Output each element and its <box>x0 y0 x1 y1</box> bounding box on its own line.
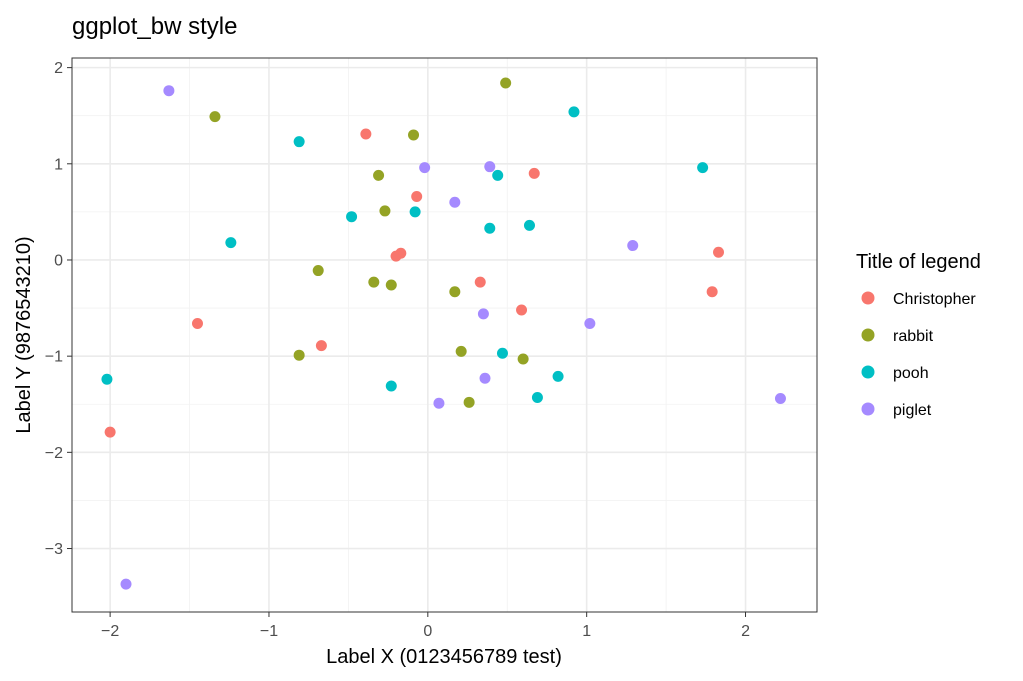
point-pooh <box>293 136 305 148</box>
y-tick-label: −1 <box>45 349 63 366</box>
point-pooh <box>552 370 564 382</box>
point-christopher <box>360 128 372 140</box>
panel-border <box>71 57 818 613</box>
y-axis-title: Label Y (9876543210) <box>13 236 35 433</box>
data-points <box>101 77 786 590</box>
point-rabbit <box>293 349 305 361</box>
point-piglet <box>484 161 496 173</box>
point-piglet <box>163 85 175 97</box>
legend-label-christopher: Christopher <box>893 291 976 308</box>
panel-background <box>72 58 817 612</box>
x-tick-label: −2 <box>101 623 119 640</box>
point-piglet <box>477 308 489 320</box>
point-pooh <box>697 162 709 174</box>
point-rabbit <box>312 265 324 277</box>
legend-key-rabbit <box>861 328 875 342</box>
x-tick-label: −1 <box>260 623 278 640</box>
grid <box>72 58 817 612</box>
point-piglet <box>120 578 132 590</box>
point-piglet <box>584 317 596 329</box>
x-tick-label: 2 <box>741 623 750 640</box>
point-christopher <box>713 246 725 258</box>
point-pooh <box>346 211 358 223</box>
point-christopher <box>516 304 528 316</box>
point-christopher <box>191 317 203 329</box>
x-tick-label: 1 <box>582 623 591 640</box>
point-piglet <box>479 372 491 384</box>
chart-title: ggplot_bw style <box>72 13 237 40</box>
point-rabbit <box>408 129 420 141</box>
point-christopher <box>315 340 327 352</box>
point-piglet <box>419 162 431 174</box>
legend-key-christopher <box>861 291 875 305</box>
y-tick-label: −2 <box>45 445 63 462</box>
point-pooh <box>101 373 113 385</box>
axis-ticks: −2 −1 0 1 2 −3 −2 −1 0 1 2 <box>45 60 750 640</box>
legend: Title of legend Christopher rabbit pooh pig… <box>856 251 981 419</box>
y-tick-label: 0 <box>54 252 63 269</box>
legend-label-rabbit: rabbit <box>893 328 934 345</box>
point-pooh <box>523 219 535 231</box>
point-rabbit <box>368 276 380 288</box>
point-christopher <box>474 276 486 288</box>
point-pooh <box>492 169 504 181</box>
legend-label-pooh: pooh <box>893 365 929 382</box>
point-christopher <box>104 426 116 438</box>
point-rabbit <box>500 77 512 89</box>
point-pooh <box>484 222 496 234</box>
point-pooh <box>531 392 543 404</box>
point-piglet <box>433 397 445 409</box>
legend-key-pooh <box>861 365 875 379</box>
point-christopher <box>706 286 718 298</box>
point-christopher <box>528 167 540 179</box>
point-rabbit <box>455 345 467 357</box>
x-tick-label: 0 <box>423 623 432 640</box>
point-rabbit <box>373 169 385 181</box>
x-axis-title: Label X (0123456789 test) <box>326 646 562 668</box>
point-piglet <box>449 196 461 208</box>
point-christopher <box>390 250 402 262</box>
point-rabbit <box>449 286 461 298</box>
point-rabbit <box>463 396 475 408</box>
point-piglet <box>774 392 786 404</box>
point-rabbit <box>385 279 397 291</box>
legend-title: Title of legend <box>856 251 981 273</box>
point-christopher <box>411 191 423 202</box>
y-tick-label: −3 <box>45 541 63 558</box>
point-pooh <box>568 106 580 118</box>
point-rabbit <box>517 353 529 365</box>
point-rabbit <box>209 111 221 123</box>
point-piglet <box>627 240 639 252</box>
legend-key-piglet <box>861 402 875 416</box>
legend-label-piglet: piglet <box>893 402 932 419</box>
y-tick-label: 1 <box>54 156 63 173</box>
y-tick-label: 2 <box>54 60 63 77</box>
point-pooh <box>385 380 397 392</box>
point-pooh <box>225 237 237 249</box>
point-pooh <box>409 206 421 218</box>
point-pooh <box>496 347 508 359</box>
point-rabbit <box>379 205 391 217</box>
